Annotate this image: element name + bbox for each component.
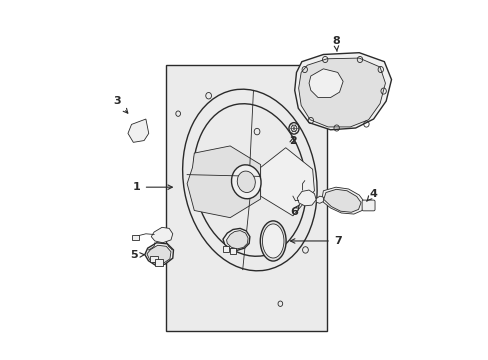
Text: 8: 8	[331, 36, 339, 51]
Polygon shape	[308, 69, 343, 98]
Ellipse shape	[288, 123, 298, 134]
Ellipse shape	[260, 221, 285, 261]
Polygon shape	[226, 230, 247, 249]
Polygon shape	[260, 148, 314, 216]
Ellipse shape	[231, 165, 261, 199]
Text: 6: 6	[289, 204, 299, 217]
Polygon shape	[297, 190, 316, 206]
Ellipse shape	[237, 171, 255, 193]
FancyBboxPatch shape	[155, 259, 163, 266]
Text: 3: 3	[113, 96, 127, 113]
Text: 5: 5	[130, 250, 144, 260]
Text: 7: 7	[290, 236, 341, 246]
Text: 4: 4	[366, 189, 377, 201]
Polygon shape	[321, 187, 364, 214]
Ellipse shape	[193, 104, 305, 256]
Bar	[165, 65, 326, 330]
Polygon shape	[147, 245, 171, 264]
Text: 2: 2	[288, 136, 296, 145]
FancyBboxPatch shape	[222, 246, 228, 252]
Ellipse shape	[262, 224, 284, 258]
FancyBboxPatch shape	[362, 200, 374, 211]
Polygon shape	[187, 146, 260, 218]
FancyBboxPatch shape	[229, 248, 236, 254]
FancyBboxPatch shape	[149, 256, 158, 262]
Polygon shape	[298, 58, 385, 127]
Polygon shape	[128, 119, 148, 142]
FancyBboxPatch shape	[132, 235, 139, 240]
Text: 1: 1	[133, 182, 172, 192]
Polygon shape	[323, 189, 360, 212]
Polygon shape	[316, 196, 323, 203]
Polygon shape	[294, 53, 391, 130]
Polygon shape	[151, 227, 172, 243]
Polygon shape	[223, 228, 249, 250]
Polygon shape	[144, 243, 173, 265]
